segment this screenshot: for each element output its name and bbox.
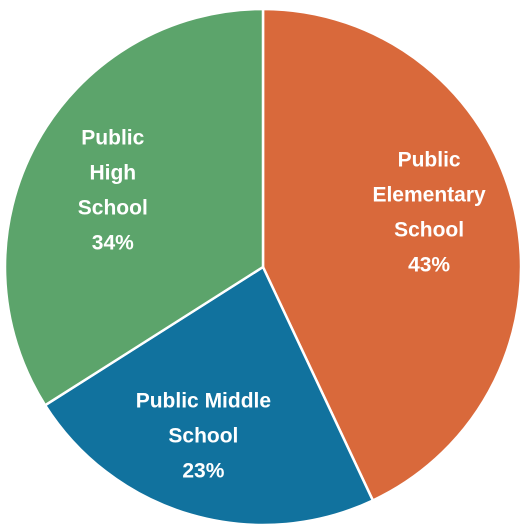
slice-label-0: Public Elementary School 43% xyxy=(372,149,486,277)
slice-percent-label: 34% xyxy=(92,231,134,254)
slice-name-line: Elementary xyxy=(372,184,486,207)
slice-name-line: School xyxy=(394,219,464,242)
pie-slice-0 xyxy=(261,7,520,503)
pie-slice-2 xyxy=(3,7,265,407)
slice-name-line: Public Middle xyxy=(136,390,271,413)
slice-name-line: Public xyxy=(81,126,144,149)
slice-name-line: School xyxy=(168,425,238,448)
pie-slice-1 xyxy=(43,265,375,527)
pie-labels: Public Elementary School 43% Public Middle Sc… xyxy=(78,126,486,482)
slice-percent-label: 23% xyxy=(182,460,224,483)
slice-name-line: High xyxy=(89,161,136,184)
slice-percent-label: 43% xyxy=(408,254,450,277)
pie-slices xyxy=(3,7,520,527)
slice-label-2: Public High School 34% xyxy=(78,126,148,254)
slice-label-1: Public Middle School 23% xyxy=(136,390,271,483)
slice-name-line: Public xyxy=(398,149,461,172)
slice-name-line: School xyxy=(78,196,148,219)
